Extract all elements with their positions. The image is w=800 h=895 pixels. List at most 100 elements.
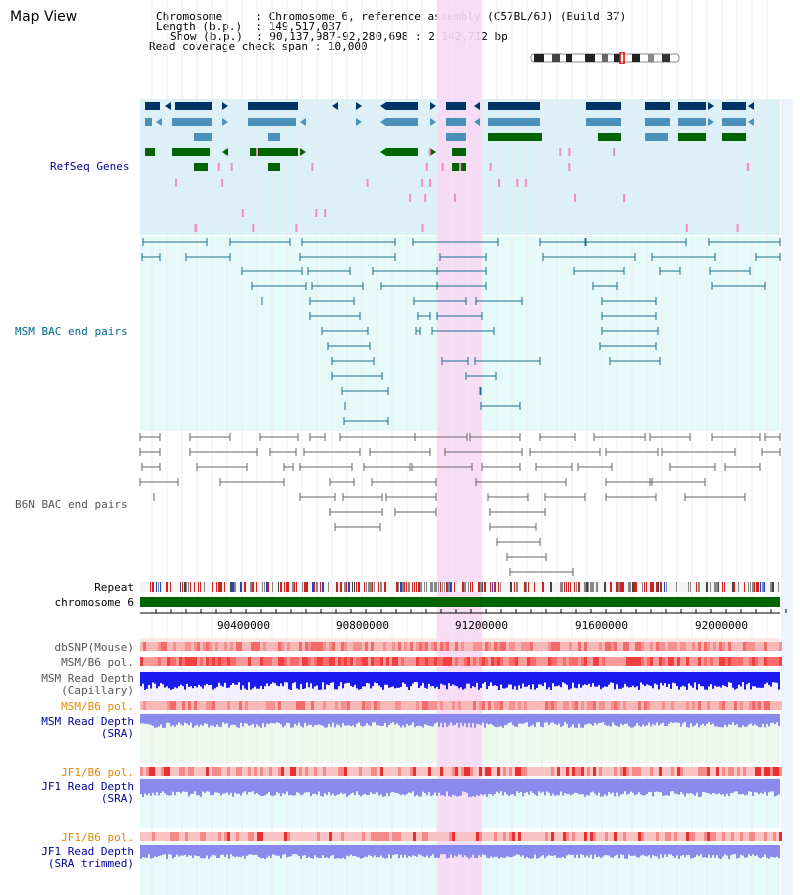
jf1-depth-sra-bar <box>410 779 412 793</box>
jf1-depth-trim-bar <box>226 845 228 855</box>
msm-depth-sra-bar <box>452 714 454 726</box>
msm-depth-cap-bar <box>356 672 358 689</box>
jf1-pol-cell <box>191 767 194 776</box>
msm-depth-sra-bar <box>320 714 322 725</box>
jf1-depth-trim-bar <box>234 845 236 858</box>
jf1-depth-sra-bar <box>432 779 434 796</box>
msm-depth-sra-bar <box>506 714 508 725</box>
jf1-depth-sra-bar <box>296 779 298 793</box>
dbsnp-cell <box>176 642 179 651</box>
jf1-pol2-cell <box>257 832 260 841</box>
repeat-element <box>320 582 321 592</box>
msm-pol-cell <box>311 657 314 666</box>
msm-depth-sra-bar <box>456 714 458 723</box>
gene-exon <box>386 102 418 110</box>
msm-depth-sra-bar <box>156 714 158 728</box>
dbsnp-cell <box>710 642 713 651</box>
msm-depth-sra-bar <box>504 714 506 726</box>
msm-depth-cap-bar <box>580 672 582 688</box>
jf1-depth-trim-bar <box>718 845 720 859</box>
dbsnp-cell <box>500 642 503 651</box>
dbsnp-cell <box>320 642 323 651</box>
msm-pol-cell <box>677 657 680 666</box>
jf1-pol-cell <box>524 767 527 776</box>
jf1-depth-trim-line2: (SRA trimmed) <box>47 857 134 870</box>
msm-pol-cell <box>665 657 668 666</box>
dbsnp-cell <box>581 642 584 651</box>
msm-depth-sra-bar <box>616 714 618 727</box>
msm-depth-sra-bar <box>250 714 252 726</box>
dbsnp-cell <box>305 642 308 651</box>
msm-pol2-cell <box>404 701 407 710</box>
jf1-pol2-cell <box>182 832 185 841</box>
jf1-depth-trim-bar <box>360 845 362 859</box>
msm-depth-cap-bar <box>646 672 648 685</box>
msm-depth-sra-bar <box>502 714 504 728</box>
jf1-depth-trim-bar <box>668 845 670 855</box>
msm-depth-cap-bar <box>328 672 330 686</box>
msm-depth-cap-bar <box>142 672 144 684</box>
msm-depth-cap-bar <box>748 672 750 683</box>
repeat-element <box>292 582 294 592</box>
msm-pol2-cell <box>374 701 377 710</box>
msm-pol2-cell <box>188 701 191 710</box>
msm-depth-sra-bar <box>144 714 146 724</box>
jf1-pol-cell <box>713 767 716 776</box>
jf1-depth-sra-bar <box>758 779 760 795</box>
jf1-depth-sra-bar <box>276 779 278 793</box>
jf1-depth-sra-bar <box>716 779 718 795</box>
jf1-depth-sra-bar <box>204 779 206 793</box>
jf1-depth-trim-bar <box>518 845 520 855</box>
jf1-pol-cell <box>644 767 647 776</box>
jf1-depth-trim-bar <box>752 845 754 855</box>
chromosome-ideogram[interactable] <box>530 52 682 64</box>
msm-depth-sra-bar <box>154 714 156 728</box>
dbsnp-cell <box>644 642 647 651</box>
msm-pol2-cell <box>449 701 452 710</box>
jf1-pol2-cell <box>275 832 278 841</box>
dbsnp-cell <box>242 642 245 651</box>
jf1-depth-trim-bar <box>546 845 548 857</box>
msm-depth-cap-bar <box>332 672 334 683</box>
gene-exon <box>268 133 280 141</box>
jf1-depth-trim-bar <box>648 845 650 856</box>
repeat-element <box>618 582 620 592</box>
jf1-depth-sra-bar <box>480 779 482 795</box>
repeat-element <box>314 582 315 592</box>
repeat-element <box>656 582 658 592</box>
msm-pol-cell <box>764 657 767 666</box>
msm-pol2-cell <box>683 701 686 710</box>
msm-pol2-cell <box>317 701 320 710</box>
jf1-depth-sra-bar <box>454 779 456 796</box>
msm-depth-cap-bar <box>238 672 240 683</box>
msm-pol-cell <box>152 657 155 666</box>
jf1-pol2-cell <box>317 832 320 841</box>
msm-depth-sra-bar <box>676 714 678 723</box>
jf1-depth-trim-bar <box>144 845 146 858</box>
gene-exon <box>488 102 540 110</box>
msm-pol-cell <box>749 657 752 666</box>
repeat-element <box>216 582 217 592</box>
jf1-depth-trim-bar <box>564 845 566 859</box>
msm-pol-cell <box>761 657 764 666</box>
dbsnp-cell <box>698 642 701 651</box>
jf1-depth-trim-bar <box>172 845 174 859</box>
msm-pol2-cell <box>212 701 215 710</box>
jf1-pol2-cell <box>689 832 692 841</box>
dbsnp-cell <box>218 642 221 651</box>
jf1-depth-trim-bar <box>186 845 188 857</box>
jf1-depth-trim-bar <box>388 845 390 855</box>
msm-depth-sra-bar <box>260 714 262 728</box>
msm-pol-cell <box>614 657 617 666</box>
msm-pol2-cell <box>590 701 593 710</box>
jf1-pol2-cell <box>305 832 308 841</box>
dbsnp-cell <box>413 642 416 651</box>
jf1-depth-sra-bar <box>534 779 536 795</box>
msm-depth-cap-bar <box>456 672 458 687</box>
msm-pol-cell <box>434 657 437 666</box>
msm-pol-cell <box>551 657 554 666</box>
msm-pol-cell <box>611 657 614 666</box>
dbsnp-cell <box>659 642 662 651</box>
msm-pol2-cell <box>278 701 281 710</box>
